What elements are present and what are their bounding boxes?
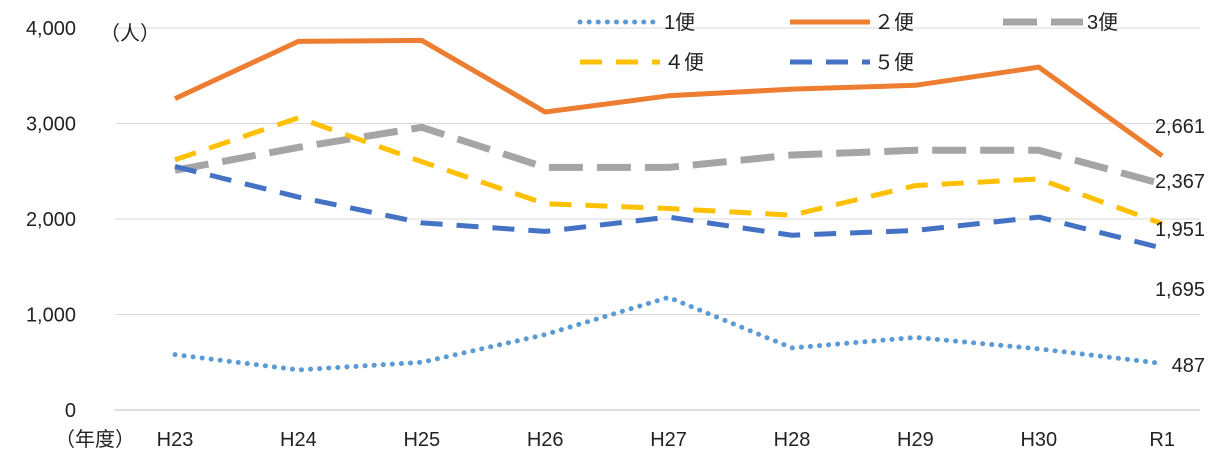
y-axis-label: （人） bbox=[100, 22, 160, 45]
y-tick-label: 1,000 bbox=[26, 305, 76, 327]
end-value-label: 1,695 bbox=[1155, 279, 1205, 301]
series-line bbox=[173, 37, 1164, 158]
y-tick-label: 2,000 bbox=[26, 209, 76, 231]
legend-label: ４便 bbox=[664, 51, 704, 74]
series-line bbox=[172, 294, 1165, 373]
x-tick-label: H30 bbox=[1020, 429, 1057, 451]
x-tick-label: H26 bbox=[527, 429, 564, 451]
y-tick-label: 3,000 bbox=[26, 114, 76, 136]
series-lines bbox=[172, 37, 1165, 373]
series-line bbox=[174, 115, 1164, 227]
x-tick-label: R1 bbox=[1149, 429, 1175, 451]
series-line bbox=[174, 164, 1163, 251]
end-value-labels: 2,661 2,367 1,951 1,695 487 bbox=[1155, 116, 1205, 377]
x-tick-label: H28 bbox=[774, 429, 811, 451]
legend-label: ２便 bbox=[874, 11, 914, 34]
series-line bbox=[174, 123, 1164, 188]
end-value-label: 1,951 bbox=[1155, 219, 1205, 241]
y-tick-label: 4,000 bbox=[26, 18, 76, 40]
x-tick-labels: H23 H24 H25 H26 H27 H28 H29 H30 R1 bbox=[157, 429, 1175, 451]
x-tick-label: H29 bbox=[897, 429, 934, 451]
end-value-label: 487 bbox=[1172, 355, 1205, 377]
end-value-label: 2,661 bbox=[1155, 116, 1205, 138]
legend-label: 3便 bbox=[1087, 11, 1118, 34]
x-tick-label: H24 bbox=[280, 429, 317, 451]
legend: 1便 ２便 3便 ４便 ５便 bbox=[577, 11, 1118, 74]
legend-label: ５便 bbox=[874, 51, 914, 74]
y-tick-label: 0 bbox=[65, 400, 76, 422]
end-value-label: 2,367 bbox=[1155, 171, 1205, 193]
legend-label: 1便 bbox=[664, 11, 695, 34]
x-tick-label: H27 bbox=[650, 429, 687, 451]
x-tick-label: H23 bbox=[157, 429, 194, 451]
x-axis-label: （年度） bbox=[55, 428, 135, 451]
x-tick-label: H25 bbox=[403, 429, 440, 451]
y-tick-labels: 0 1,000 2,000 3,000 4,000 bbox=[26, 18, 76, 422]
